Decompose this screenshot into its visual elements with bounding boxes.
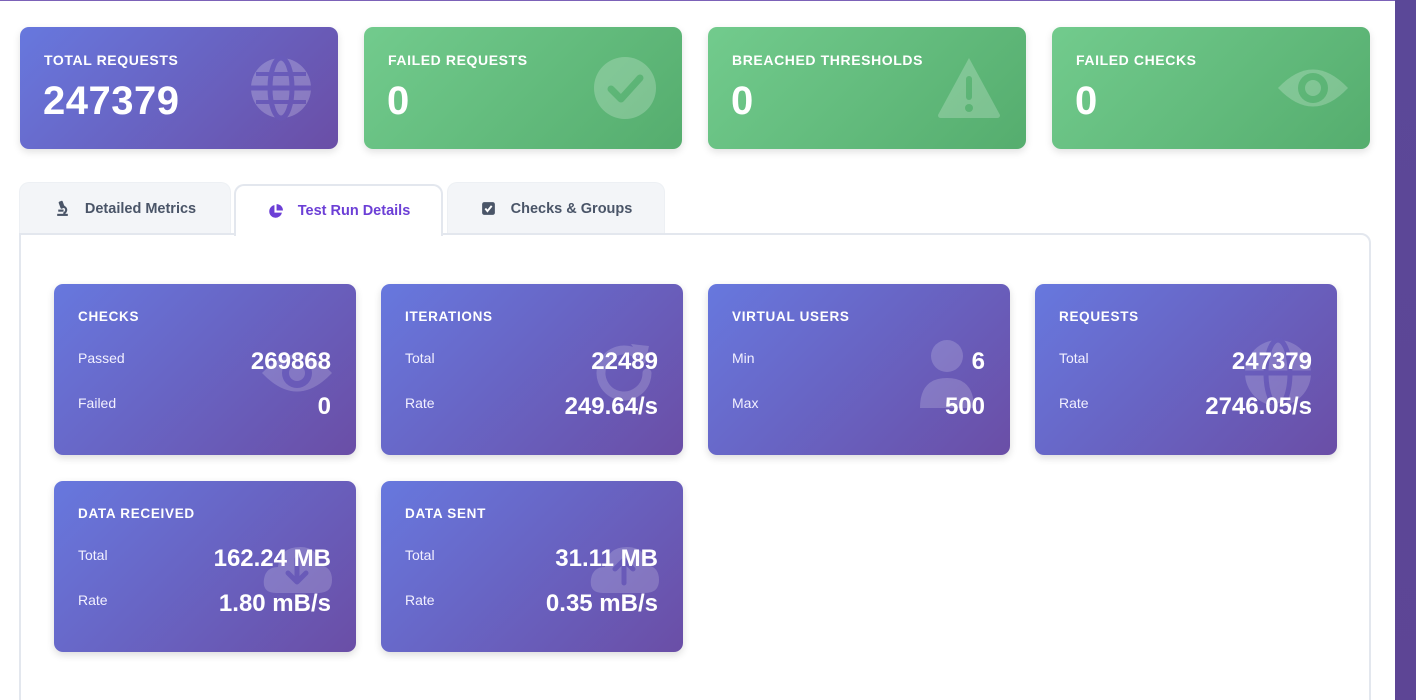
cloud-download-icon [263,547,332,593]
checks-passed-label: Passed [78,350,125,366]
iterations-total-value: 22489 [591,348,658,375]
requests-total-label: Total [1059,350,1089,366]
window-edge [1395,0,1416,700]
failed-checks-card: FAILED CHECKS 0 [1052,27,1370,149]
iterations-rate-value: 249.64/s [564,393,658,420]
data-received-rate-value: 1.80 mB/s [218,590,331,617]
data-received-total-value: 162.24 MB [213,545,331,572]
checks-title: CHECKS [78,309,140,324]
tab-test-run-details[interactable]: Test Run Details [234,184,443,236]
virtual-users-min-value: 6 [971,348,985,375]
eye-icon [262,354,332,392]
failed-requests-value: 0 [387,79,410,123]
checks-failed-label: Failed [78,395,117,411]
iterations-card: ITERATIONS Total 22489 Rate 249.64/s [381,284,683,455]
warning-icon [938,58,1000,118]
requests-rate-label: Rate [1059,395,1089,411]
check-circle-icon [594,57,656,119]
tab-checks-groups[interactable]: Checks & Groups [447,182,665,234]
requests-total-value: 247379 [1231,348,1312,375]
virtual-users-max-label: Max [732,395,759,411]
iterations-title: ITERATIONS [405,309,493,324]
eye-icon [1278,69,1348,107]
data-sent-rate-label: Rate [405,592,435,608]
checks-passed-value: 269868 [250,348,331,375]
failed-checks-label: FAILED CHECKS [1076,52,1197,68]
globe-icon [1245,337,1311,409]
failed-requests-label: FAILED REQUESTS [388,52,528,68]
refresh-icon [596,344,652,401]
tab-test-run-details-label: Test Run Details [297,203,411,219]
microscope-icon [57,200,68,216]
user-icon [920,340,974,408]
tab-checks-groups-label: Checks & Groups [510,200,633,217]
data-sent-total-value: 31.11 MB [555,545,658,572]
data-received-total-label: Total [78,547,108,563]
data-sent-title: DATA SENT [405,506,487,521]
data-received-rate-label: Rate [78,592,108,608]
total-requests-label: TOTAL REQUESTS [44,52,179,68]
virtual-users-max-value: 500 [944,393,985,420]
data-sent-card: DATA SENT Total 31.11 MB Rate 0.35 mB/s [381,481,683,652]
checks-failed-value: 0 [317,393,331,420]
data-sent-total-label: Total [405,547,435,563]
globe-icon [251,55,311,121]
breached-thresholds-label: BREACHED THRESHOLDS [732,52,924,68]
pie-chart-icon [268,203,283,218]
data-sent-rate-value: 0.35 mB/s [545,590,658,617]
failed-requests-card: FAILED REQUESTS 0 [364,27,682,149]
iterations-total-label: Total [405,350,435,366]
iterations-rate-label: Rate [405,395,435,411]
tab-detailed-metrics[interactable]: Detailed Metrics [19,182,231,234]
data-received-title: DATA RECEIVED [78,506,195,521]
total-requests-card: TOTAL REQUESTS 247379 [20,27,338,149]
tab-detailed-metrics-label: Detailed Metrics [84,200,197,217]
failed-checks-value: 0 [1075,79,1098,123]
breached-thresholds-value: 0 [731,79,754,123]
virtual-users-title: VIRTUAL USERS [732,309,850,324]
requests-title: REQUESTS [1059,309,1139,324]
data-received-card: DATA RECEIVED Total 162.24 MB Rate 1.80 … [54,481,356,652]
cloud-upload-icon [590,547,659,593]
total-requests-value: 247379 [43,79,180,123]
checks-card: CHECKS Passed 269868 Failed 0 [54,284,356,455]
virtual-users-min-label: Min [732,350,755,366]
checkbox-icon [481,202,495,215]
requests-card: REQUESTS Total 247379 Rate 2746.05/s [1035,284,1337,455]
requests-rate-value: 2746.05/s [1205,393,1312,420]
breached-thresholds-card: BREACHED THRESHOLDS 0 [708,27,1026,149]
virtual-users-card: VIRTUAL USERS Min 6 Max 500 [708,284,1010,455]
